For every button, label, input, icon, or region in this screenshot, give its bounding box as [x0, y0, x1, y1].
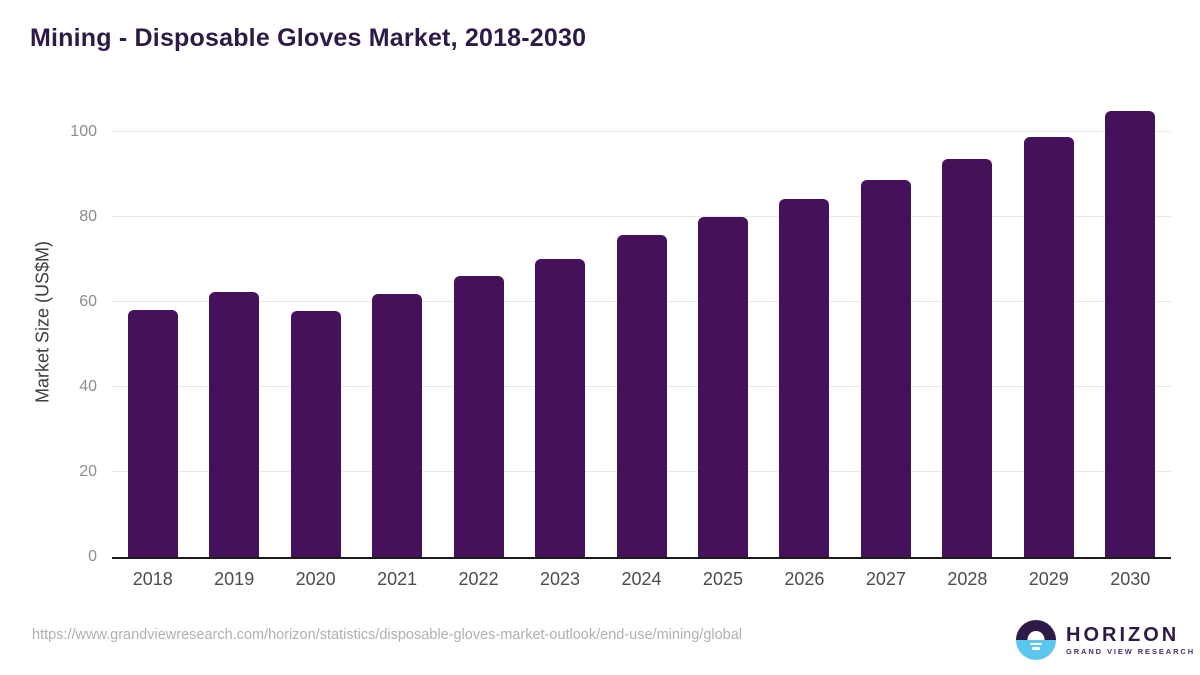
x-tick-2026: 2026 [784, 569, 825, 589]
gridline-80 [112, 216, 1171, 217]
page-title: Mining - Disposable Gloves Market, 2018-… [30, 24, 587, 52]
bar-2019 [209, 291, 260, 557]
x-tick-2030: 2030 [1110, 569, 1151, 589]
bar-2025 [697, 217, 748, 557]
horizon-sunset-icon [1016, 620, 1056, 660]
bar-2029 [1023, 136, 1074, 557]
x-tick-2022: 2022 [458, 569, 499, 589]
y-tick-20: 20 [79, 463, 97, 480]
x-tick-2020: 2020 [295, 569, 336, 589]
x-tick-2019: 2019 [214, 569, 255, 589]
gridline-100 [112, 131, 1171, 132]
y-tick-80: 80 [79, 208, 97, 225]
bar-2018 [127, 310, 178, 557]
source-url: https://www.grandviewresearch.com/horizo… [32, 627, 743, 643]
bar-2028 [942, 158, 993, 557]
plot-area: 0 20 40 60 80 100 2018 2019 2020 2021 2022 2023 2024… [70, 92, 1171, 589]
bar-2027 [860, 179, 911, 557]
brand-name: HORIZON [1066, 624, 1180, 646]
x-tick-2024: 2024 [621, 569, 662, 589]
y-tick-0: 0 [88, 548, 97, 565]
bar-2023 [535, 258, 586, 557]
sun-shape [1027, 631, 1045, 640]
bar-2021 [372, 293, 423, 557]
ripple-shape [1032, 647, 1040, 650]
bar-2030 [1105, 111, 1156, 557]
x-tick-2025: 2025 [702, 569, 743, 589]
x-tick-2029: 2029 [1028, 569, 1069, 589]
x-tick-2018: 2018 [132, 569, 173, 589]
x-tick-2027: 2027 [865, 569, 906, 589]
y-tick-40: 40 [79, 378, 97, 395]
x-tick-2021: 2021 [377, 569, 418, 589]
bar-2024 [616, 234, 667, 557]
bar-2022 [453, 276, 504, 557]
y-tick-100: 100 [70, 123, 97, 140]
ripple-shape [1030, 642, 1042, 645]
x-axis-line [112, 557, 1171, 559]
y-tick-60: 60 [79, 293, 97, 310]
x-tick-2028: 2028 [947, 569, 988, 589]
bar-2020 [290, 310, 341, 557]
brand-tagline: GRAND VIEW RESEARCH [1066, 647, 1196, 656]
x-tick-2023: 2023 [540, 569, 581, 589]
brand-logo: HORIZON GRAND VIEW RESEARCH [1016, 620, 1195, 660]
bar-2026 [779, 198, 830, 557]
